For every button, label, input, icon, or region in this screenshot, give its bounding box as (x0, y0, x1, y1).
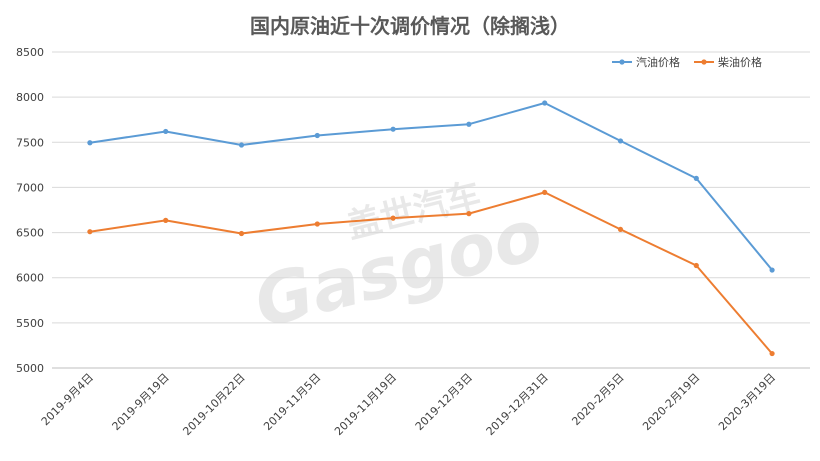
data-point (87, 229, 93, 235)
x-tick-label: 2019-11月19日 (332, 371, 399, 438)
x-tick-label: 2019-12月3日 (413, 371, 475, 433)
series-1 (87, 100, 775, 273)
y-tick-label: 5000 (16, 362, 44, 375)
x-tick-label: 2020-2月19日 (640, 371, 702, 433)
x-tick-label: 2019-11月5日 (261, 371, 323, 433)
y-tick-label: 6500 (16, 227, 44, 240)
legend-item: 柴油价格 (694, 55, 762, 69)
data-point (617, 226, 624, 233)
x-tick-label: 2019-9月19日 (110, 371, 172, 433)
data-point (542, 100, 548, 106)
legend-label: 汽油价格 (636, 55, 680, 69)
data-point (314, 221, 320, 227)
data-point (542, 189, 548, 195)
y-tick-label: 8000 (16, 91, 44, 104)
series-line (89, 102, 773, 271)
y-tick-label: 6000 (16, 272, 44, 285)
data-point (390, 215, 396, 221)
legend-label: 柴油价格 (718, 55, 762, 69)
x-tick-label: 2019-9月4日 (39, 371, 96, 428)
data-point (769, 350, 775, 357)
series-2 (87, 189, 775, 357)
data-point (163, 217, 169, 223)
grid-lines (52, 51, 810, 369)
watermark: 盖世汽车 Gasgoo (246, 175, 550, 344)
y-tick-label: 8500 (16, 46, 44, 59)
x-tick-label: 2019-12月31日 (484, 371, 551, 438)
data-point (390, 126, 396, 132)
data-point (693, 262, 699, 269)
chart-title: 国内原油近十次调价情况（除搁浅） (250, 14, 570, 38)
legend-marker (701, 59, 707, 65)
data-point (238, 142, 245, 148)
x-tick-label: 2020-3月19日 (716, 371, 778, 433)
data-point (617, 138, 624, 144)
data-point (87, 140, 93, 146)
x-tick-label: 2019-10月22日 (180, 371, 247, 438)
legend-marker (619, 59, 625, 65)
y-tick-label: 7500 (16, 136, 44, 149)
legend: 汽油价格 柴油价格 (612, 55, 762, 69)
y-tick-label: 5500 (16, 317, 44, 330)
data-point (769, 267, 775, 273)
data-point (466, 211, 472, 217)
x-axis-tick-labels: 2019-9月4日 2019-9月19日 2019-10月22日 2019-11月5日… (39, 371, 778, 438)
series-layer (87, 100, 775, 357)
data-point (163, 128, 169, 135)
x-tick-label: 2020-2月5日 (569, 371, 626, 428)
series-line (89, 191, 773, 355)
y-tick-label: 7000 (16, 181, 44, 194)
data-point (466, 121, 472, 127)
data-point (314, 132, 320, 139)
legend-item: 汽油价格 (612, 55, 680, 69)
y-axis-tick-labels: 5000 5500 6000 6500 7000 7500 8000 8500 (16, 46, 44, 375)
data-point (693, 175, 699, 181)
data-point (238, 230, 245, 237)
